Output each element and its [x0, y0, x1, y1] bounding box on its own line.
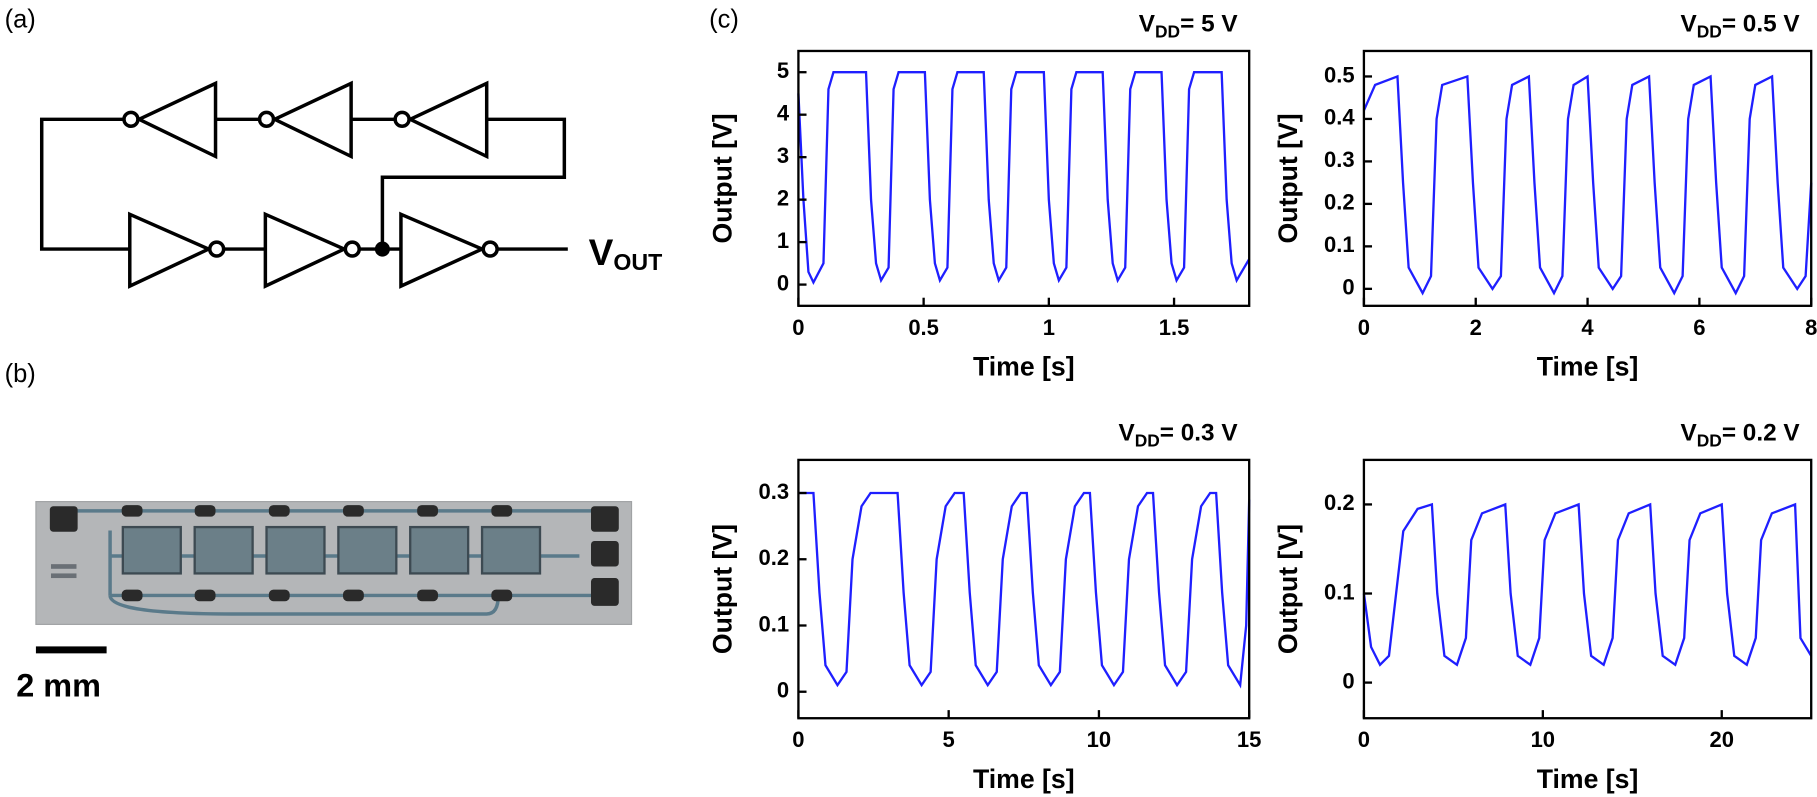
- output-label: VOUT: [589, 231, 663, 276]
- y-tick-label: 0: [777, 678, 789, 703]
- y-tick-label: 0.4: [1324, 105, 1355, 130]
- y-tick-label: 1: [777, 228, 789, 253]
- chart-title-part: V: [1118, 420, 1135, 447]
- chart-title: VDD= 5 V: [1139, 11, 1239, 41]
- y-tick-label: 0.1: [1324, 232, 1355, 257]
- y-tick-label: 0: [1342, 668, 1354, 693]
- chart-title-part: DD: [1135, 430, 1160, 450]
- chart-title: VDD= 0.2 V: [1681, 420, 1801, 450]
- data-line: [798, 491, 1251, 689]
- y-tick-label: 0.2: [1324, 490, 1355, 515]
- chart-title: VDD= 0.5 V: [1681, 11, 1801, 41]
- chart-title-part: V: [1681, 11, 1698, 38]
- output-label-main: V: [589, 231, 614, 273]
- x-tick-label: 0: [1358, 315, 1370, 340]
- y-axis-label: Output [V]: [1273, 113, 1303, 243]
- x-tick-label: 0: [1358, 727, 1370, 752]
- y-tick-label: 0.2: [759, 545, 790, 570]
- y-tick-label: 0.5: [1324, 62, 1355, 87]
- chart-title-part: V: [1681, 420, 1698, 447]
- x-tick-label: 15: [1237, 727, 1261, 752]
- y-tick-label: 0.1: [759, 611, 790, 636]
- panel-label: (a): [5, 6, 36, 34]
- y-tick-label: 3: [777, 143, 789, 168]
- x-tick-label: 1.5: [1159, 315, 1190, 340]
- plot-frame: [797, 49, 1251, 307]
- chart-title-part: = 0.3 V: [1160, 420, 1239, 447]
- x-tick-label: 0: [792, 727, 804, 752]
- plot-frame: [797, 458, 1251, 720]
- x-axis-label: Time [s]: [973, 351, 1075, 381]
- y-axis-label: Output [V]: [707, 524, 737, 654]
- y-tick-label: 0: [1342, 275, 1354, 300]
- chart-title-part: DD: [1155, 21, 1180, 41]
- chart-title-part: V: [1139, 11, 1156, 38]
- x-axis-label: Time [s]: [1537, 764, 1639, 794]
- chart-title-part: DD: [1697, 430, 1722, 450]
- scale-bar: [35, 646, 107, 654]
- device-photo: [35, 501, 633, 625]
- x-tick-label: 10: [1531, 727, 1555, 752]
- y-tick-label: 0.2: [1324, 190, 1355, 215]
- data-line: [1362, 74, 1813, 296]
- x-tick-label: 8: [1805, 315, 1817, 340]
- scale-bar-label: 2 mm: [16, 668, 101, 704]
- x-tick-label: 0.5: [908, 315, 939, 340]
- data-line: [1362, 502, 1813, 667]
- x-tick-label: 4: [1581, 315, 1594, 340]
- x-tick-label: 0: [792, 315, 804, 340]
- chart-title-part: DD: [1697, 21, 1722, 41]
- chart-title-part: = 0.2 V: [1722, 420, 1801, 447]
- x-axis-label: Time [s]: [973, 764, 1075, 794]
- y-tick-label: 4: [777, 100, 790, 125]
- plot-frame: [1362, 458, 1813, 720]
- circuit: [39, 80, 568, 289]
- y-axis-label: Output [V]: [707, 113, 737, 243]
- x-tick-label: 1: [1043, 315, 1055, 340]
- y-axis-label: Output [V]: [1273, 524, 1303, 654]
- data-line: [797, 71, 1251, 286]
- chart-title-part: = 5 V: [1180, 11, 1238, 38]
- y-tick-label: 2: [777, 185, 789, 210]
- panel-label: (c): [709, 6, 739, 34]
- chart-title-part: = 0.5 V: [1722, 11, 1801, 38]
- panel-label: (b): [5, 360, 36, 388]
- y-tick-label: 0: [777, 270, 789, 295]
- x-axis-label: Time [s]: [1537, 351, 1639, 381]
- x-tick-label: 10: [1087, 727, 1111, 752]
- x-tick-label: 20: [1710, 727, 1734, 752]
- x-tick-label: 6: [1693, 315, 1705, 340]
- chart-title: VDD= 0.3 V: [1118, 420, 1238, 450]
- output-label-sub: OUT: [613, 249, 662, 275]
- y-tick-label: 0.3: [759, 479, 790, 504]
- y-tick-label: 0.3: [1324, 147, 1355, 172]
- y-tick-label: 0.1: [1324, 579, 1355, 604]
- x-tick-label: 5: [943, 727, 955, 752]
- y-tick-label: 5: [777, 58, 789, 83]
- x-tick-label: 2: [1470, 315, 1482, 340]
